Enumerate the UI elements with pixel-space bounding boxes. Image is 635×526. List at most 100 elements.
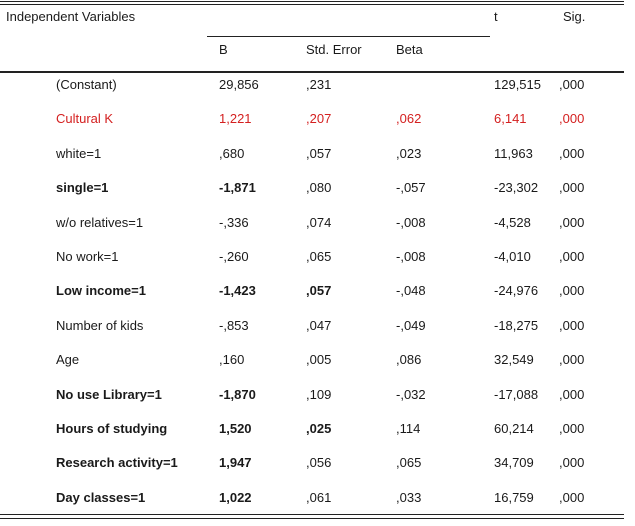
variable-name: Hours of studying bbox=[56, 421, 168, 436]
beta-value: -,049 bbox=[396, 317, 426, 333]
b-value: ,160 bbox=[219, 352, 245, 368]
header-coefficients-rule bbox=[207, 36, 490, 37]
table-row: Hours of studying 1,520 ,025 ,114 60,214 ,000 bbox=[0, 421, 624, 455]
table-row: Cultural K 1,221 ,207 ,062 6,141 ,000 bbox=[0, 111, 624, 145]
variable-name: No work=1 bbox=[56, 249, 119, 264]
t-value: -18,275 bbox=[494, 317, 539, 333]
variable-name: Low income=1 bbox=[56, 283, 146, 299]
std-error-value: ,207 bbox=[306, 111, 332, 127]
b-value: -,336 bbox=[219, 214, 249, 230]
b-value: ,680 bbox=[219, 145, 245, 161]
variable-name: Number of kids bbox=[56, 317, 144, 333]
table-row: single=1 -1,871 ,080 -,057 -23,302 ,000 bbox=[0, 180, 624, 214]
t-value: 60,214 bbox=[494, 421, 534, 436]
table-row: Research activity=1 1,947 ,056 ,065 34,709 ,0… bbox=[0, 455, 624, 489]
sig-value: ,000 bbox=[559, 77, 585, 92]
sig-value: ,000 bbox=[559, 283, 585, 299]
std-error-value: ,047 bbox=[306, 317, 332, 333]
beta-value: ,023 bbox=[396, 145, 422, 161]
beta-value: -,008 bbox=[396, 214, 426, 230]
bottom-rule-double bbox=[0, 518, 624, 519]
b-value: -,853 bbox=[219, 317, 249, 333]
variable-name: No use Library=1 bbox=[56, 386, 162, 402]
std-error-value: ,057 bbox=[306, 145, 332, 161]
variable-name: Cultural K bbox=[56, 111, 114, 127]
variable-name: Day classes=1 bbox=[56, 489, 146, 505]
table-row: Number of kids -,853 ,047 -,049 -18,275 ,000 bbox=[0, 318, 624, 352]
table-row: w/o relatives=1 -,336 ,074 -,008 -4,528 ,000 bbox=[0, 215, 624, 249]
sig-value: ,000 bbox=[559, 145, 585, 161]
sig-value: ,000 bbox=[559, 180, 585, 196]
b-value: -1,870 bbox=[219, 386, 256, 402]
header-t: t bbox=[494, 9, 498, 24]
t-value: -24,976 bbox=[494, 283, 539, 299]
beta-value: ,033 bbox=[396, 489, 422, 505]
std-error-value: ,074 bbox=[306, 214, 332, 230]
top-rule bbox=[0, 1, 624, 2]
header-sig: Sig. bbox=[563, 9, 586, 24]
table-row: Age ,160 ,005 ,086 32,549 ,000 bbox=[0, 352, 624, 386]
header-beta: Beta bbox=[396, 42, 423, 57]
beta-value: -,057 bbox=[396, 180, 426, 196]
table-row: Day classes=1 1,022 ,061 ,033 16,759 ,000 bbox=[0, 490, 624, 524]
t-value: 6,141 bbox=[494, 111, 527, 127]
std-error-value: ,061 bbox=[306, 489, 332, 505]
beta-value: ,086 bbox=[396, 352, 422, 368]
b-value: -1,871 bbox=[219, 180, 256, 196]
sig-value: ,000 bbox=[559, 489, 585, 505]
variable-name: single=1 bbox=[56, 180, 109, 196]
t-value: 129,515 bbox=[494, 77, 541, 92]
std-error-value: ,056 bbox=[306, 455, 332, 471]
variable-name: white=1 bbox=[56, 145, 102, 161]
b-value: 1,947 bbox=[219, 455, 252, 471]
beta-value: -,032 bbox=[396, 386, 426, 402]
t-value: 32,549 bbox=[494, 352, 534, 368]
std-error-value: ,109 bbox=[306, 386, 332, 402]
std-error-value: ,005 bbox=[306, 352, 332, 368]
t-value: -4,528 bbox=[494, 214, 531, 230]
t-value: -23,302 bbox=[494, 180, 539, 196]
header-independent-variables: Independent Variables bbox=[6, 9, 136, 24]
table-row: Low income=1 -1,423 ,057 -,048 -24,976 ,000 bbox=[0, 283, 624, 317]
std-error-value: ,025 bbox=[306, 421, 332, 436]
header-bottom-rule bbox=[0, 71, 624, 73]
sig-value: ,000 bbox=[559, 386, 585, 402]
beta-value: -,008 bbox=[396, 249, 426, 264]
t-value: -17,088 bbox=[494, 386, 539, 402]
variable-name: Age bbox=[56, 352, 80, 368]
variable-name: Research activity=1 bbox=[56, 455, 178, 471]
sig-value: ,000 bbox=[559, 214, 585, 230]
sig-value: ,000 bbox=[559, 111, 585, 127]
table-row: No use Library=1 -1,870 ,109 -,032 -17,088 ,0… bbox=[0, 387, 624, 421]
header-b: B bbox=[219, 42, 228, 57]
b-value: 1,022 bbox=[219, 489, 252, 505]
beta-value: ,062 bbox=[396, 111, 422, 127]
t-value: 16,759 bbox=[494, 489, 534, 505]
sig-value: ,000 bbox=[559, 317, 585, 333]
t-value: 34,709 bbox=[494, 455, 534, 471]
beta-value: -,048 bbox=[396, 283, 426, 299]
b-value: 1,520 bbox=[219, 421, 252, 436]
top-rule-double bbox=[0, 4, 624, 5]
t-value: 11,963 bbox=[494, 145, 533, 161]
t-value: -4,010 bbox=[494, 249, 531, 264]
header-std-error: Std. Error bbox=[306, 42, 362, 57]
sig-value: ,000 bbox=[559, 249, 585, 264]
b-value: -,260 bbox=[219, 249, 249, 264]
sig-value: ,000 bbox=[559, 421, 585, 436]
table-row: white=1 ,680 ,057 ,023 11,963 ,000 bbox=[0, 146, 624, 180]
std-error-value: ,057 bbox=[306, 283, 332, 299]
sig-value: ,000 bbox=[559, 352, 585, 368]
table-row: (Constant) 29,856 ,231 129,515 ,000 bbox=[0, 77, 624, 111]
b-value: 29,856 bbox=[219, 77, 259, 92]
sig-value: ,000 bbox=[559, 455, 585, 471]
std-error-value: ,231 bbox=[306, 77, 332, 92]
std-error-value: ,065 bbox=[306, 249, 332, 264]
beta-value: ,065 bbox=[396, 455, 422, 471]
std-error-value: ,080 bbox=[306, 180, 332, 196]
b-value: -1,423 bbox=[219, 283, 256, 299]
bottom-rule bbox=[0, 514, 624, 515]
beta-value: ,114 bbox=[396, 421, 421, 436]
variable-name: w/o relatives=1 bbox=[56, 214, 144, 230]
